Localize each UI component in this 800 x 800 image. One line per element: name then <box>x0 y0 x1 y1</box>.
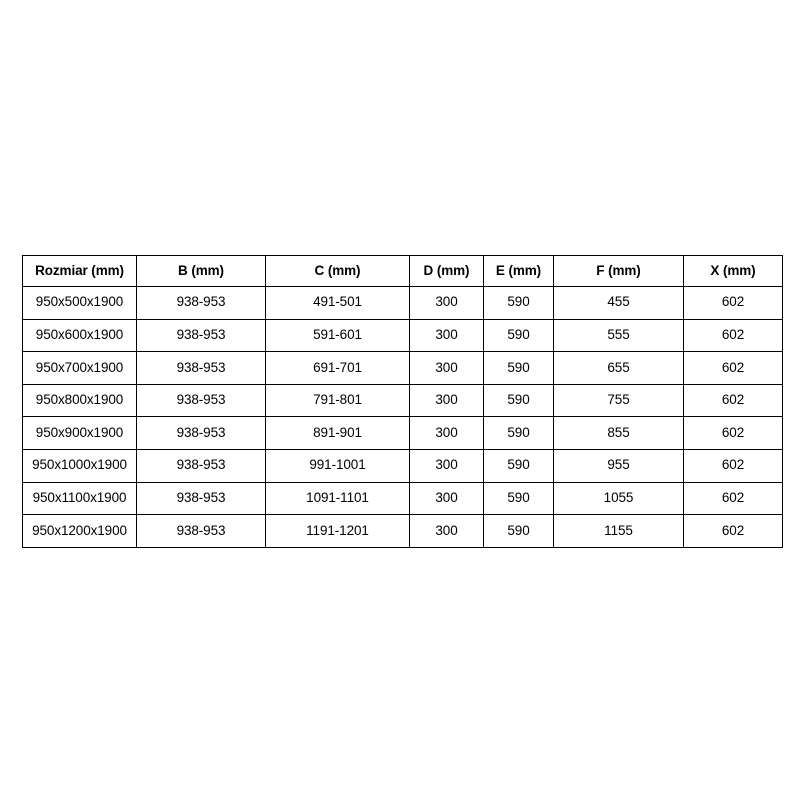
cell-x: 602 <box>683 286 783 320</box>
cell-d: 300 <box>409 416 484 450</box>
cell-size: 950x900x1900 <box>22 416 137 450</box>
cell-e: 590 <box>483 318 554 353</box>
cell-d: 300 <box>409 318 484 353</box>
cell-c: 791-801 <box>265 383 410 418</box>
cell-b: 938-953 <box>136 318 266 353</box>
table-header: Rozmiar (mm) B (mm) C (mm) D (mm) E (mm) F (m… <box>22 255 783 287</box>
cell-size: 950x700x1900 <box>22 351 137 385</box>
cell-d: 300 <box>409 383 484 418</box>
table-row: 950x600x1900 938-953 591-601 300 590 555 602 <box>22 318 783 353</box>
cell-size: 950x600x1900 <box>22 318 137 353</box>
cell-c: 491-501 <box>265 286 410 320</box>
cell-f: 755 <box>553 383 684 418</box>
cell-c: 691-701 <box>265 351 410 385</box>
cell-f: 855 <box>553 416 684 450</box>
column-header-b: B (mm) <box>136 255 266 287</box>
cell-size: 950x1000x1900 <box>22 448 137 483</box>
table-body: 950x500x1900 938-953 491-501 300 590 455 602 95… <box>22 286 783 548</box>
cell-e: 590 <box>483 448 554 483</box>
cell-f: 1155 <box>553 514 684 548</box>
cell-b: 938-953 <box>136 448 266 483</box>
cell-size: 950x800x1900 <box>22 383 137 418</box>
cell-e: 590 <box>483 286 554 320</box>
cell-c: 1191-1201 <box>265 514 410 548</box>
column-header-d: D (mm) <box>409 255 484 287</box>
dimensions-table: Rozmiar (mm) B (mm) C (mm) D (mm) E (mm) F (m… <box>22 255 783 548</box>
cell-d: 300 <box>409 448 484 483</box>
cell-e: 590 <box>483 383 554 418</box>
cell-c: 991-1001 <box>265 448 410 483</box>
cell-f: 955 <box>553 448 684 483</box>
column-header-size: Rozmiar (mm) <box>22 255 137 287</box>
cell-x: 602 <box>683 318 783 353</box>
cell-x: 602 <box>683 481 783 516</box>
table-row: 950x500x1900 938-953 491-501 300 590 455 602 <box>22 286 783 320</box>
cell-b: 938-953 <box>136 383 266 418</box>
cell-b: 938-953 <box>136 481 266 516</box>
cell-size: 950x1200x1900 <box>22 514 137 548</box>
table-row: 950x700x1900 938-953 691-701 300 590 655 602 <box>22 351 783 385</box>
cell-b: 938-953 <box>136 286 266 320</box>
cell-d: 300 <box>409 481 484 516</box>
cell-x: 602 <box>683 351 783 385</box>
cell-d: 300 <box>409 286 484 320</box>
column-header-c: C (mm) <box>265 255 410 287</box>
table-row: 950x1200x1900 938-953 1191-1201 300 590 1155 6… <box>22 514 783 548</box>
table-row: 950x1000x1900 938-953 991-1001 300 590 955 602 <box>22 448 783 483</box>
cell-c: 591-601 <box>265 318 410 353</box>
cell-e: 590 <box>483 514 554 548</box>
column-header-e: E (mm) <box>483 255 554 287</box>
table-row: 950x800x1900 938-953 791-801 300 590 755 602 <box>22 383 783 418</box>
cell-e: 590 <box>483 351 554 385</box>
cell-x: 602 <box>683 514 783 548</box>
dimensions-table-container: Rozmiar (mm) B (mm) C (mm) D (mm) E (mm) F (m… <box>22 255 783 548</box>
cell-b: 938-953 <box>136 514 266 548</box>
column-header-x: X (mm) <box>683 255 783 287</box>
cell-c: 891-901 <box>265 416 410 450</box>
cell-f: 655 <box>553 351 684 385</box>
cell-e: 590 <box>483 481 554 516</box>
cell-f: 555 <box>553 318 684 353</box>
table-row: 950x900x1900 938-953 891-901 300 590 855 602 <box>22 416 783 450</box>
cell-d: 300 <box>409 514 484 548</box>
cell-b: 938-953 <box>136 416 266 450</box>
cell-b: 938-953 <box>136 351 266 385</box>
cell-d: 300 <box>409 351 484 385</box>
table-row: 950x1100x1900 938-953 1091-1101 300 590 1055 6… <box>22 481 783 516</box>
cell-x: 602 <box>683 416 783 450</box>
table-header-row: Rozmiar (mm) B (mm) C (mm) D (mm) E (mm) F (m… <box>22 255 783 287</box>
cell-f: 455 <box>553 286 684 320</box>
cell-f: 1055 <box>553 481 684 516</box>
cell-x: 602 <box>683 448 783 483</box>
cell-x: 602 <box>683 383 783 418</box>
cell-c: 1091-1101 <box>265 481 410 516</box>
cell-size: 950x500x1900 <box>22 286 137 320</box>
cell-e: 590 <box>483 416 554 450</box>
column-header-f: F (mm) <box>553 255 684 287</box>
cell-size: 950x1100x1900 <box>22 481 137 516</box>
